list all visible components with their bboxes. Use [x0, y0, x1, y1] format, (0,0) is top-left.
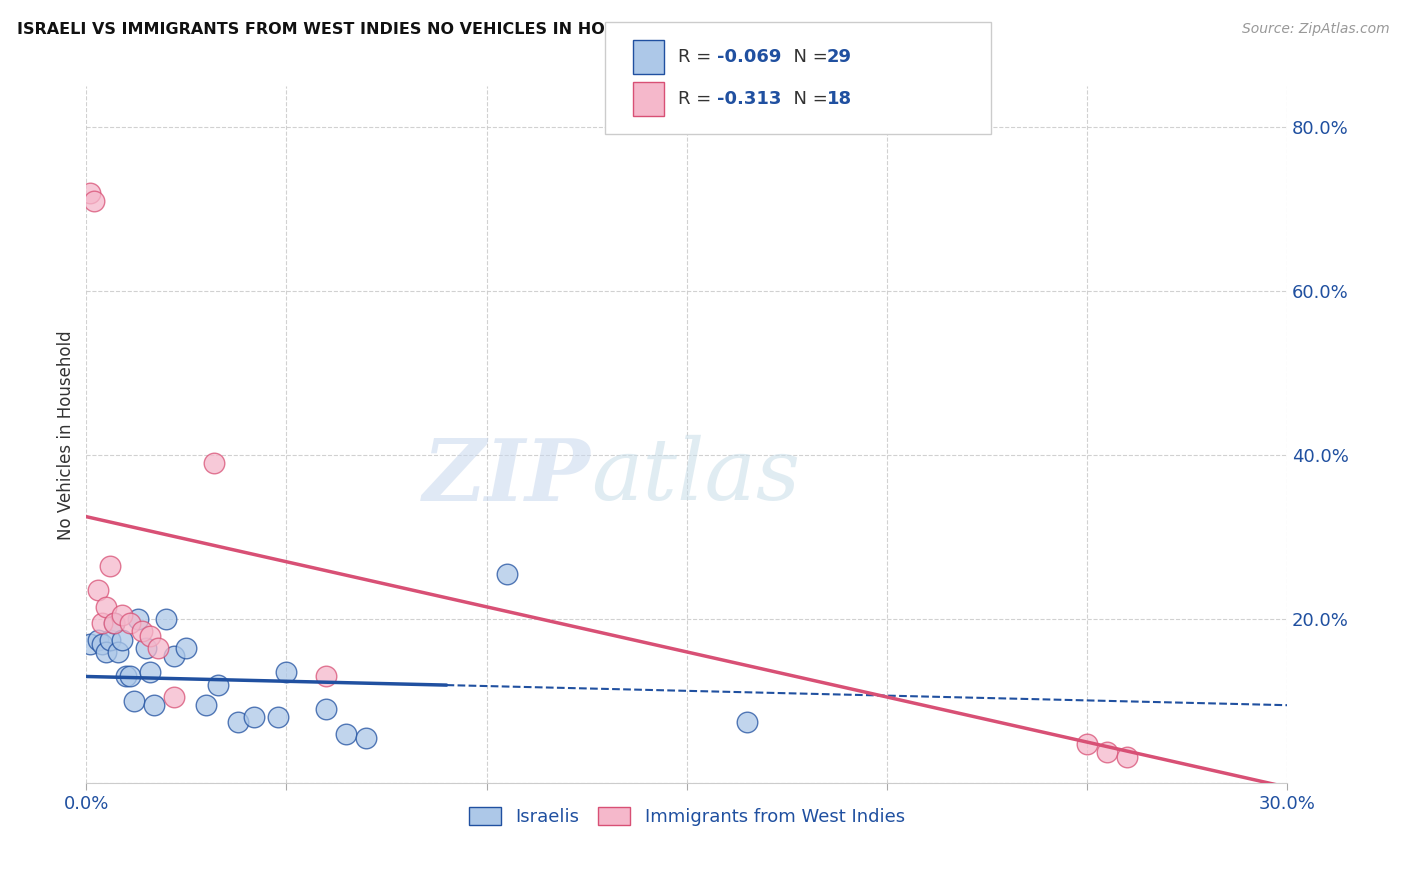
Text: 29: 29 [827, 48, 852, 66]
Point [267, 710, 290, 724]
Point [228, 714, 250, 729]
Point [83, 194, 105, 208]
Point [148, 640, 170, 655]
Point [115, 669, 138, 683]
Point [96, 599, 118, 614]
Point [143, 698, 166, 713]
Point [91, 637, 114, 651]
Point [127, 612, 149, 626]
Point [163, 648, 186, 663]
Point [124, 694, 146, 708]
Point [103, 616, 125, 631]
Text: -0.313: -0.313 [717, 90, 782, 108]
Text: ZIP: ZIP [423, 434, 591, 518]
Point [98, 632, 121, 647]
Y-axis label: No Vehicles in Household: No Vehicles in Household [58, 330, 75, 540]
Point [96, 645, 118, 659]
Point [356, 731, 378, 745]
Point [98, 558, 121, 573]
Point [276, 665, 298, 680]
Point [111, 607, 134, 622]
Point [139, 628, 162, 642]
Text: N =: N = [782, 90, 834, 108]
Point [103, 616, 125, 631]
Text: R =: R = [678, 48, 717, 66]
Point [135, 640, 157, 655]
Point [202, 456, 225, 470]
Point [176, 640, 198, 655]
Point [120, 669, 142, 683]
Point [1076, 737, 1098, 751]
Point [335, 727, 357, 741]
Text: Source: ZipAtlas.com: Source: ZipAtlas.com [1241, 22, 1389, 37]
Point [155, 612, 177, 626]
Point [139, 665, 162, 680]
Text: N =: N = [782, 48, 834, 66]
Point [163, 690, 186, 704]
Text: ISRAELI VS IMMIGRANTS FROM WEST INDIES NO VEHICLES IN HOUSEHOLD CORRELATION CHAR: ISRAELI VS IMMIGRANTS FROM WEST INDIES N… [17, 22, 889, 37]
Text: -0.069: -0.069 [717, 48, 782, 66]
Point [131, 624, 153, 639]
Point [107, 645, 129, 659]
Point [111, 632, 134, 647]
Text: R =: R = [678, 90, 717, 108]
Point [87, 632, 110, 647]
Point [1095, 745, 1118, 759]
Text: 18: 18 [827, 90, 852, 108]
Point [120, 616, 142, 631]
Point [495, 567, 517, 582]
Point [315, 669, 337, 683]
Point [735, 714, 758, 729]
Text: atlas: atlas [591, 435, 800, 518]
Point [195, 698, 218, 713]
Point [243, 710, 266, 724]
Point [87, 583, 110, 598]
Point [91, 616, 114, 631]
Point [207, 678, 229, 692]
Point [79, 186, 101, 200]
Point [315, 702, 337, 716]
Point [1116, 749, 1139, 764]
Legend: Israelis, Immigrants from West Indies: Israelis, Immigrants from West Indies [461, 799, 912, 833]
Point [79, 637, 101, 651]
